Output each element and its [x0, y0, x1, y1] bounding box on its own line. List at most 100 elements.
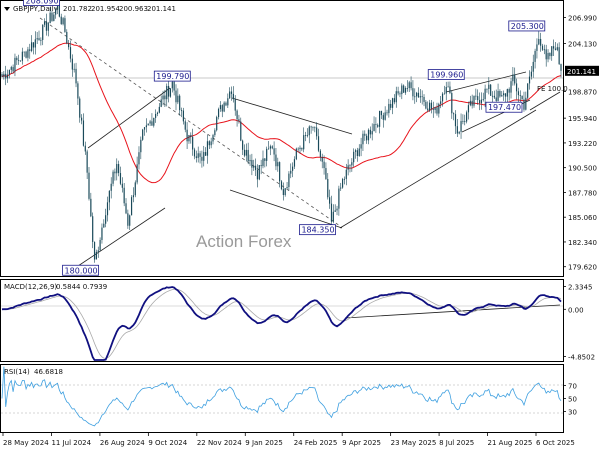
candle-body — [491, 95, 494, 97]
candle-body — [23, 51, 25, 53]
candle-body — [438, 103, 440, 114]
annotation-label: 199.790 — [156, 72, 189, 81]
candle-body — [327, 179, 329, 198]
candle-body — [449, 86, 451, 94]
candle-body — [501, 95, 503, 97]
candle-body — [460, 121, 462, 132]
candle-body — [523, 99, 525, 110]
rsi-tick-label: 50 — [568, 396, 577, 404]
candle-body — [32, 42, 35, 48]
candle-body — [391, 98, 394, 108]
candle-body — [92, 216, 94, 242]
candle-body — [143, 127, 146, 130]
candle-body — [517, 91, 520, 96]
x-tick-label: 26 Aug 2024 — [100, 439, 145, 447]
price-tick-label: 198.870 — [568, 88, 597, 96]
candle-body — [308, 126, 310, 136]
candle-body — [406, 88, 408, 89]
candle-body — [82, 120, 85, 146]
support-trendline — [339, 109, 537, 229]
price-panel-frame — [0, 0, 564, 277]
candle-body — [25, 51, 27, 58]
candle-body — [79, 98, 81, 118]
candle-body — [393, 98, 396, 103]
candle-body — [71, 58, 73, 70]
candle-body — [260, 165, 262, 167]
rsi-label: RSI(14) — [4, 368, 30, 376]
candle-body — [338, 188, 340, 209]
candle-body — [175, 90, 177, 103]
candle-body — [164, 95, 166, 100]
candle-body — [551, 46, 553, 57]
price-tick-label: 206.990 — [568, 15, 597, 23]
annotation-label: 180.000 — [65, 266, 98, 275]
annotation-box — [62, 264, 99, 276]
candle-body — [462, 121, 464, 122]
candle-body — [397, 91, 399, 94]
candle-body — [458, 131, 460, 134]
candle-body — [212, 135, 214, 142]
candle-body — [221, 105, 223, 112]
candle-body — [552, 46, 555, 49]
candle-body — [414, 96, 416, 98]
candle-body — [234, 99, 236, 111]
candle-body — [214, 130, 216, 136]
candle-body — [521, 95, 523, 100]
candle-body — [156, 112, 159, 114]
candle-body — [560, 64, 562, 71]
moving-average-line — [1, 42, 562, 184]
rsi-axis: 70 50 30 — [563, 383, 577, 417]
header-open: 201.782 — [63, 5, 92, 13]
candle-body — [538, 38, 540, 45]
candle-body — [528, 76, 531, 84]
candle-body — [97, 250, 99, 252]
candle-body — [58, 5, 60, 17]
candle-body — [42, 24, 44, 40]
candle-body — [347, 165, 349, 170]
candle-body — [277, 162, 279, 167]
annotation-box — [508, 20, 546, 32]
candle-body — [332, 211, 334, 222]
candle-body — [384, 112, 386, 120]
candle-body — [554, 48, 557, 50]
macd-panel-frame — [0, 279, 564, 362]
candle-body — [484, 88, 486, 100]
candle-body — [195, 156, 197, 158]
candle-body — [299, 147, 301, 150]
candle-body — [258, 165, 260, 180]
x-tick-label: 9 Jan 2025 — [245, 439, 283, 447]
candle-body — [184, 121, 186, 130]
x-tick-label: 9 Apr 2025 — [342, 439, 381, 447]
price-tick-label: 190.500 — [568, 165, 597, 173]
candle-body — [130, 197, 133, 216]
candle-body — [416, 92, 418, 97]
candle-body — [254, 165, 257, 171]
candle-body — [380, 110, 383, 116]
rising-channel-lower — [74, 207, 166, 269]
candle-body — [440, 101, 442, 104]
candle-body — [465, 112, 468, 122]
candle-body — [162, 95, 164, 100]
candle-body — [60, 16, 62, 25]
price-tick-label: 185.060 — [568, 214, 597, 222]
candle-body — [145, 125, 147, 128]
candle-body — [230, 91, 233, 94]
candle-body — [242, 140, 244, 150]
candle-body — [351, 162, 353, 166]
candle-body — [36, 38, 38, 40]
candle-body — [499, 91, 501, 97]
candle-body — [269, 146, 271, 149]
candle-body — [454, 114, 457, 127]
candle-body — [132, 195, 135, 198]
candle-body — [93, 241, 96, 260]
candle-body — [478, 100, 481, 104]
candle-body — [86, 151, 88, 173]
candles — [1, 0, 562, 263]
candle-body — [362, 133, 364, 145]
candle-body — [112, 171, 114, 184]
candle-body — [525, 97, 527, 110]
annotation-label: 208.090 — [26, 0, 59, 6]
price-tick-label: 195.940 — [568, 115, 597, 123]
candle-body — [475, 95, 477, 97]
